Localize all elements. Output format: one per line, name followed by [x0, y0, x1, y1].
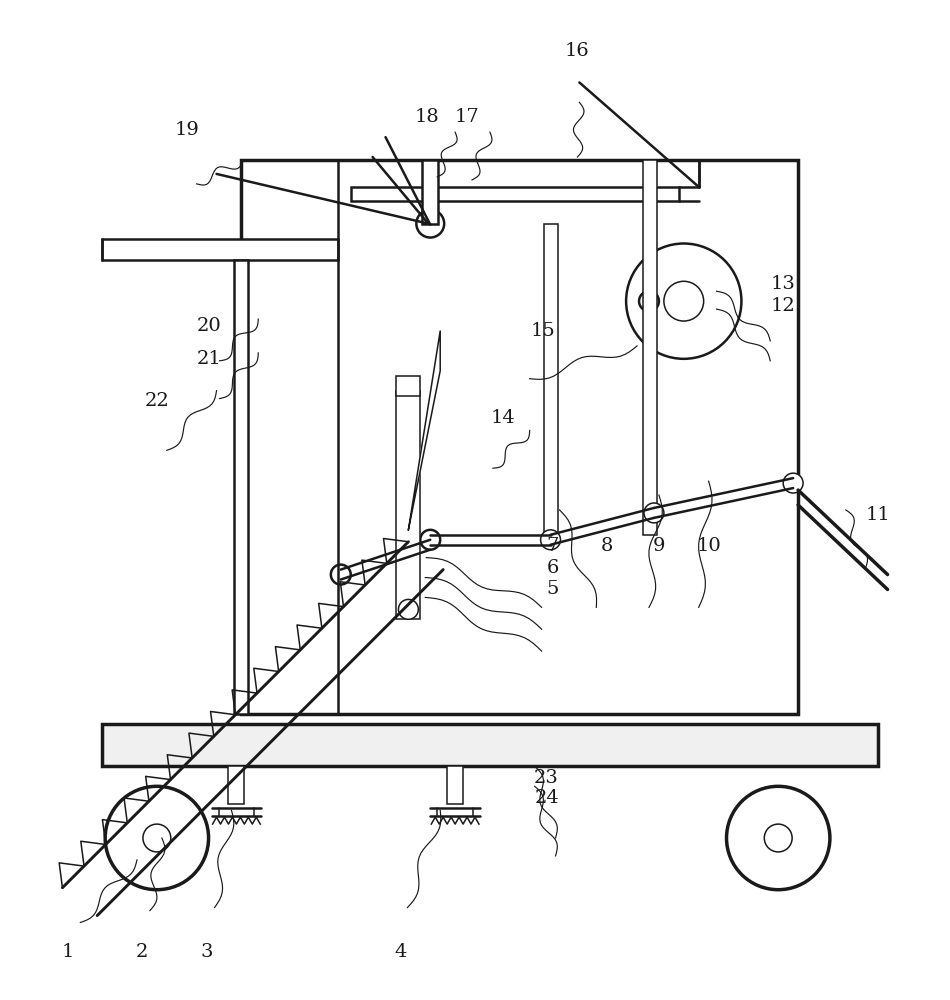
Text: 13: 13	[770, 275, 795, 293]
Text: 15: 15	[530, 322, 555, 340]
Text: 8: 8	[601, 537, 614, 555]
Circle shape	[626, 244, 741, 359]
Bar	[543, 224, 558, 535]
Text: 18: 18	[415, 108, 440, 126]
Circle shape	[644, 503, 664, 523]
Text: 1: 1	[61, 943, 73, 961]
Circle shape	[783, 473, 803, 493]
Bar	[351, 187, 679, 201]
Bar	[103, 724, 878, 766]
Bar	[396, 376, 420, 396]
Circle shape	[664, 281, 704, 321]
Text: 3: 3	[200, 943, 213, 961]
Bar	[447, 766, 463, 804]
Circle shape	[416, 210, 445, 238]
Text: 17: 17	[455, 108, 480, 126]
Circle shape	[105, 786, 209, 890]
Text: 7: 7	[546, 537, 559, 555]
Text: 14: 14	[490, 409, 515, 427]
Bar	[423, 160, 438, 224]
Text: 4: 4	[394, 943, 407, 961]
Circle shape	[765, 824, 792, 852]
Circle shape	[541, 530, 560, 550]
Text: 9: 9	[653, 537, 665, 555]
Text: 11: 11	[865, 506, 890, 524]
Text: 20: 20	[198, 317, 222, 335]
Text: 24: 24	[534, 789, 559, 807]
Polygon shape	[408, 331, 440, 530]
Circle shape	[420, 530, 440, 550]
Circle shape	[331, 565, 351, 585]
Text: 22: 22	[144, 392, 169, 410]
Bar	[228, 766, 244, 804]
Bar	[235, 260, 248, 714]
Text: 12: 12	[770, 297, 795, 315]
Bar	[396, 391, 420, 619]
Text: 23: 23	[534, 769, 559, 787]
Bar	[241, 160, 798, 714]
Bar	[643, 160, 657, 535]
Text: 10: 10	[696, 537, 721, 555]
Bar	[103, 239, 338, 260]
Circle shape	[142, 824, 171, 852]
Text: 5: 5	[546, 580, 559, 598]
Text: 2: 2	[136, 943, 148, 961]
Circle shape	[398, 599, 418, 619]
Circle shape	[639, 291, 659, 311]
Circle shape	[727, 786, 830, 890]
Text: 6: 6	[546, 559, 559, 577]
Text: 16: 16	[565, 42, 590, 60]
Text: 21: 21	[198, 350, 222, 368]
Text: 19: 19	[174, 121, 200, 139]
